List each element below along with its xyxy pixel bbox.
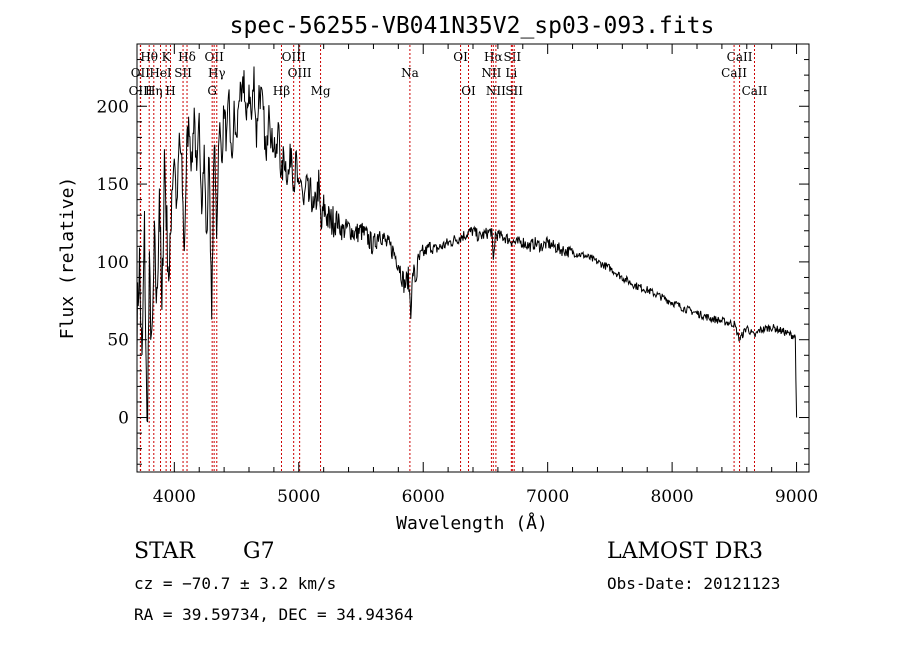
line-marker-label-25: CaII (727, 50, 753, 64)
y-tick-label: 150 (97, 175, 129, 195)
survey-name: LAMOST DR3 (607, 539, 763, 564)
observation-date: Obs-Date: 20121123 (607, 574, 780, 593)
x-axis: 4000 5000 6000 7000 8000 9000 (153, 44, 818, 507)
y-axis: 0 50 100 150 200 (97, 43, 809, 465)
x-axis-label: Wavelength (Å) (396, 512, 548, 534)
line-marker-label-26: CaII (721, 66, 747, 80)
line-marker-label-7: H (165, 84, 175, 98)
line-marker-label-20: NII (481, 66, 501, 80)
line-marker-label-8: Hδ (178, 50, 196, 64)
spectrum-line (136, 66, 798, 423)
line-marker-label-21: NII (486, 84, 506, 98)
line-marker-label-15: Mg (311, 84, 331, 98)
line-marker-label-19: Hα (484, 50, 503, 64)
x-tick-label: 7000 (526, 487, 569, 507)
line-marker-label-5: Hη (145, 84, 163, 98)
line-marker-label-10: Hγ (208, 66, 226, 80)
line-marker-label-17: OI (453, 50, 468, 64)
line-marker-label-24: SII (505, 84, 523, 98)
y-tick-label: 50 (107, 331, 129, 351)
y-tick-label: 200 (97, 97, 129, 117)
line-marker-label-18: OI (461, 84, 476, 98)
redshift-velocity: cz = −70.7 ± 3.2 km/s (134, 574, 336, 593)
y-tick-label: 100 (97, 253, 129, 273)
line-marker-label-23: Li (505, 66, 517, 80)
object-subclass: G7 (243, 539, 275, 564)
object-class: STAR (134, 539, 196, 564)
line-marker-label-6: SII (174, 66, 192, 80)
line-marker-label-22: SII (503, 50, 521, 64)
line-marker-label-9: OII (204, 50, 224, 64)
x-tick-label: 5000 (277, 487, 320, 507)
spectrum-series (136, 66, 798, 423)
x-tick-label: 4000 (153, 487, 196, 507)
x-tick-label: 8000 (650, 487, 693, 507)
line-marker-label-3: K (162, 50, 172, 64)
x-tick-label: 9000 (775, 487, 818, 507)
line-marker-label-16: Na (401, 66, 419, 80)
line-marker-label-27: CaII (742, 84, 768, 98)
line-marker-label-12: OIII (282, 50, 306, 64)
line-marker-label-14: Hβ (273, 84, 290, 98)
line-marker-label-0: Hθ (140, 50, 158, 64)
line-marker-label-11: G (207, 84, 217, 98)
chart-title: spec-56255-VB041N35V2_sp03-093.fits (230, 13, 715, 39)
line-marker-label-13: OIII (288, 66, 312, 80)
x-tick-label: 6000 (402, 487, 445, 507)
line-marker-label-4: HeI (149, 66, 172, 80)
y-axis-label: Flux (relative) (57, 177, 78, 340)
y-tick-label: 0 (118, 409, 129, 429)
coordinates: RA = 39.59734, DEC = 34.94364 (134, 605, 413, 624)
